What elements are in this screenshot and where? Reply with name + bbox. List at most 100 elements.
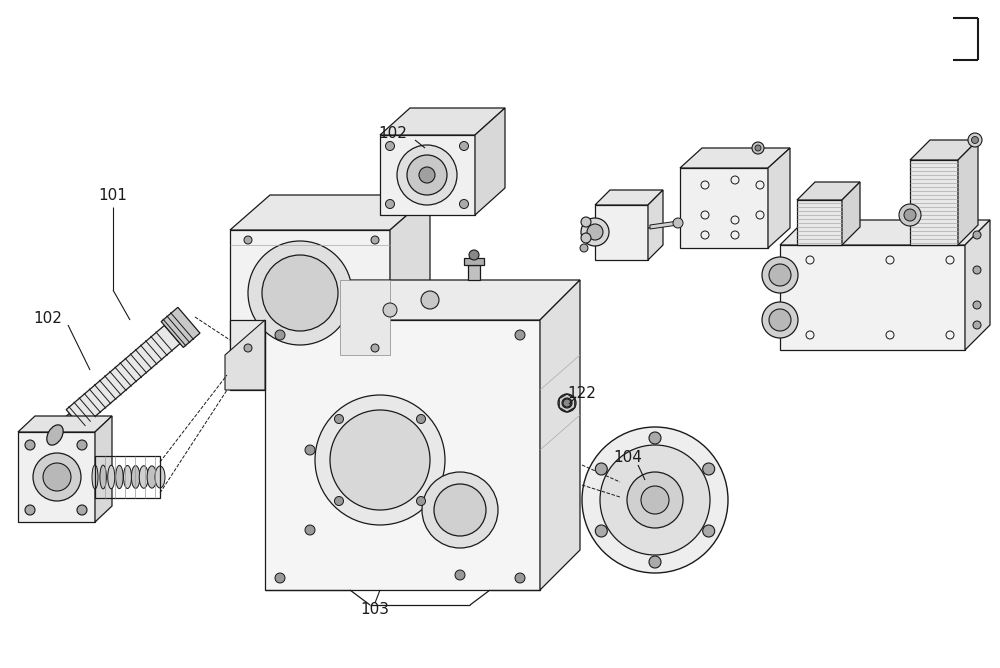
Circle shape	[587, 224, 603, 240]
Circle shape	[417, 496, 426, 506]
Circle shape	[244, 236, 252, 244]
Circle shape	[973, 301, 981, 309]
Circle shape	[580, 244, 588, 252]
Circle shape	[305, 445, 315, 455]
Circle shape	[315, 395, 445, 525]
Polygon shape	[340, 280, 390, 355]
Polygon shape	[842, 182, 860, 245]
Circle shape	[899, 204, 921, 226]
Circle shape	[460, 142, 469, 150]
Circle shape	[582, 427, 728, 573]
Polygon shape	[468, 265, 480, 280]
Circle shape	[275, 330, 285, 340]
Circle shape	[703, 463, 715, 475]
Circle shape	[762, 302, 798, 338]
Ellipse shape	[139, 466, 148, 488]
Circle shape	[769, 309, 791, 331]
Ellipse shape	[47, 425, 63, 445]
Circle shape	[417, 414, 426, 424]
Circle shape	[330, 410, 430, 510]
Circle shape	[397, 145, 457, 205]
Circle shape	[769, 264, 791, 286]
Circle shape	[386, 200, 395, 208]
Circle shape	[563, 399, 571, 407]
Circle shape	[973, 231, 981, 239]
Circle shape	[581, 233, 591, 243]
Ellipse shape	[147, 466, 157, 488]
Polygon shape	[797, 200, 842, 245]
Circle shape	[262, 255, 338, 331]
Polygon shape	[910, 140, 978, 160]
Circle shape	[407, 155, 447, 195]
Polygon shape	[390, 195, 430, 355]
Ellipse shape	[124, 466, 132, 488]
Polygon shape	[540, 280, 580, 590]
Circle shape	[25, 440, 35, 450]
Polygon shape	[18, 432, 95, 522]
Circle shape	[752, 142, 764, 154]
Text: 101: 101	[99, 188, 127, 202]
Circle shape	[77, 440, 87, 450]
Polygon shape	[958, 140, 978, 245]
Circle shape	[762, 257, 798, 293]
Circle shape	[334, 414, 343, 424]
Polygon shape	[230, 230, 390, 355]
Circle shape	[334, 496, 343, 506]
Polygon shape	[380, 108, 505, 135]
Polygon shape	[965, 220, 990, 350]
Circle shape	[972, 136, 978, 144]
Polygon shape	[559, 394, 575, 412]
Polygon shape	[464, 258, 484, 265]
Polygon shape	[225, 320, 265, 390]
Polygon shape	[475, 108, 505, 215]
Circle shape	[595, 463, 607, 475]
Polygon shape	[648, 190, 663, 260]
Circle shape	[275, 573, 285, 583]
Text: 102: 102	[34, 311, 62, 325]
Circle shape	[968, 133, 982, 147]
Circle shape	[434, 484, 486, 536]
Polygon shape	[797, 182, 860, 200]
Circle shape	[755, 145, 761, 151]
Text: 103: 103	[361, 603, 390, 617]
Polygon shape	[595, 205, 648, 260]
Polygon shape	[18, 416, 112, 432]
Text: 122: 122	[568, 385, 596, 401]
Polygon shape	[66, 325, 180, 428]
Circle shape	[421, 291, 439, 309]
Text: 102: 102	[379, 126, 407, 140]
Polygon shape	[910, 160, 958, 245]
Polygon shape	[780, 220, 990, 245]
Ellipse shape	[116, 466, 123, 488]
Circle shape	[973, 321, 981, 329]
Polygon shape	[595, 190, 663, 205]
Polygon shape	[680, 168, 768, 248]
Ellipse shape	[131, 466, 140, 488]
Polygon shape	[50, 413, 79, 440]
Polygon shape	[680, 148, 790, 168]
Polygon shape	[650, 221, 678, 229]
Circle shape	[383, 303, 397, 317]
Circle shape	[469, 250, 479, 260]
Circle shape	[455, 570, 465, 580]
Ellipse shape	[92, 465, 98, 489]
Ellipse shape	[100, 465, 106, 489]
Circle shape	[43, 463, 71, 491]
Ellipse shape	[108, 465, 115, 489]
Circle shape	[581, 218, 609, 246]
Circle shape	[641, 486, 669, 514]
Polygon shape	[265, 320, 540, 590]
Circle shape	[305, 525, 315, 535]
Circle shape	[600, 445, 710, 555]
Circle shape	[460, 200, 469, 208]
Circle shape	[649, 432, 661, 444]
Polygon shape	[265, 280, 580, 320]
Polygon shape	[780, 245, 965, 350]
Circle shape	[371, 236, 379, 244]
Ellipse shape	[155, 466, 165, 488]
Circle shape	[558, 394, 576, 412]
Circle shape	[973, 266, 981, 274]
Circle shape	[515, 573, 525, 583]
Polygon shape	[230, 195, 430, 230]
Circle shape	[562, 398, 572, 408]
